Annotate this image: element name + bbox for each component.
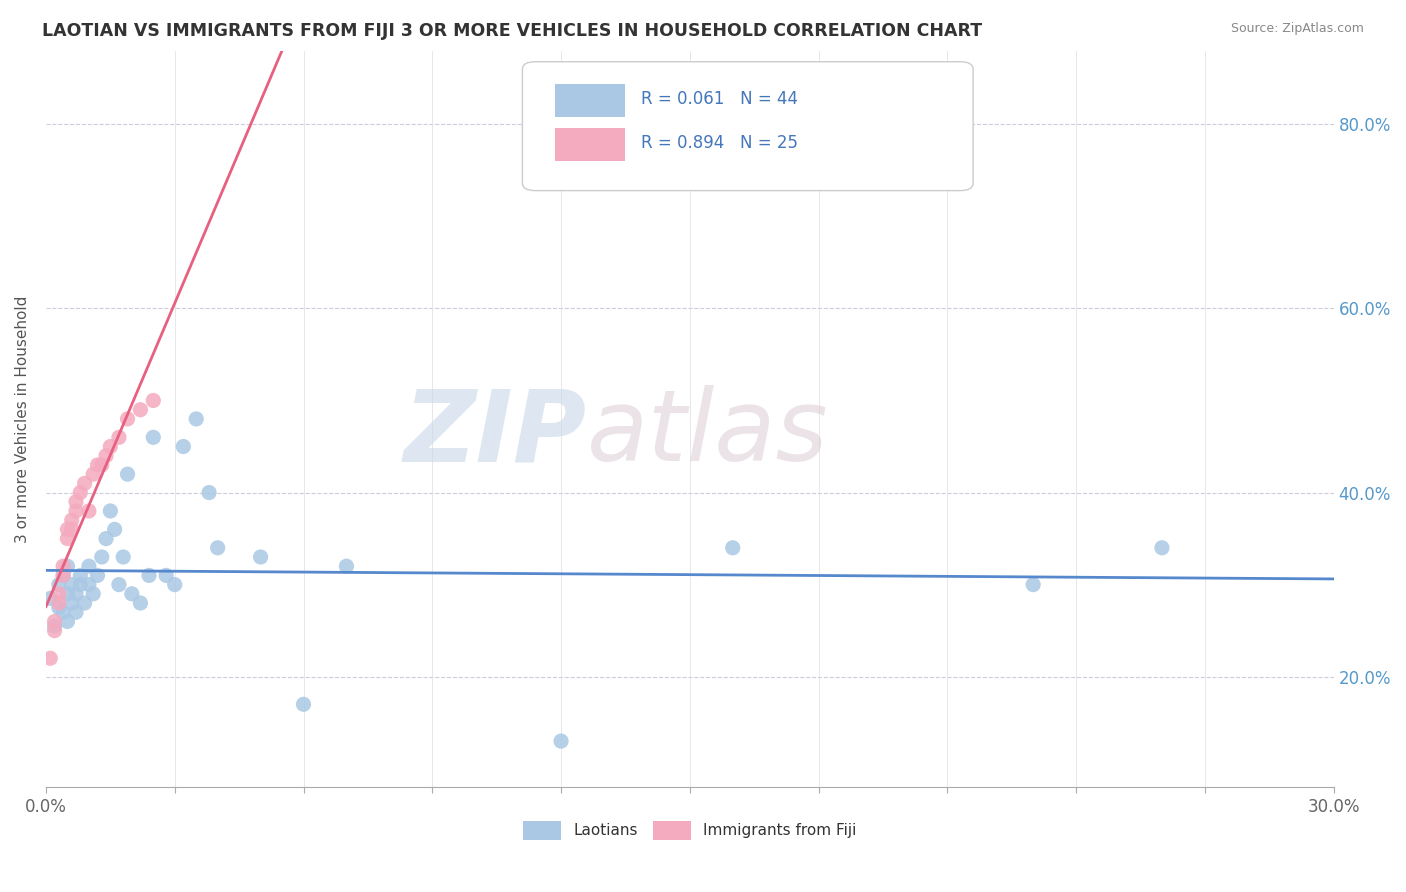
Point <box>98 504 121 518</box>
Point <box>69 485 91 500</box>
Point <box>104 522 127 536</box>
Point <box>69 577 91 591</box>
Point <box>129 596 152 610</box>
Point <box>117 467 139 482</box>
Point <box>90 549 112 564</box>
Point <box>52 559 75 574</box>
Point <box>86 568 108 582</box>
Point <box>56 532 79 546</box>
Point <box>56 522 79 536</box>
Point <box>48 596 70 610</box>
Point <box>121 587 143 601</box>
Point <box>82 587 104 601</box>
Point <box>52 568 75 582</box>
Point <box>48 577 70 591</box>
Point <box>60 513 83 527</box>
Point <box>138 568 160 582</box>
Point <box>207 541 229 555</box>
Point <box>56 559 79 574</box>
Point <box>292 698 315 712</box>
Point <box>163 577 186 591</box>
Point <box>198 485 221 500</box>
Text: LAOTIAN VS IMMIGRANTS FROM FIJI 3 OR MORE VEHICLES IN HOUSEHOLD CORRELATION CHAR: LAOTIAN VS IMMIGRANTS FROM FIJI 3 OR MOR… <box>42 22 983 40</box>
Point <box>155 568 177 582</box>
Point <box>142 430 165 444</box>
Point <box>108 577 131 591</box>
Point <box>44 624 66 638</box>
Point <box>39 591 62 606</box>
Point <box>117 412 139 426</box>
Point <box>60 596 83 610</box>
Point <box>186 412 208 426</box>
FancyBboxPatch shape <box>523 62 973 191</box>
Point <box>52 605 75 619</box>
Point <box>77 559 100 574</box>
Point <box>69 568 91 582</box>
Point <box>82 467 104 482</box>
Point <box>90 458 112 472</box>
Point <box>94 449 117 463</box>
Point <box>77 577 100 591</box>
Point <box>65 504 87 518</box>
Point <box>60 522 83 536</box>
Point <box>249 549 271 564</box>
Point <box>1022 577 1045 591</box>
Point <box>56 587 79 601</box>
Point <box>65 587 87 601</box>
Text: R = 0.061   N = 44: R = 0.061 N = 44 <box>641 89 797 108</box>
Point <box>65 605 87 619</box>
Legend: Laotians, Immigrants from Fiji: Laotians, Immigrants from Fiji <box>516 815 863 846</box>
Point <box>56 615 79 629</box>
Point <box>112 549 135 564</box>
Point <box>77 504 100 518</box>
Point <box>721 541 744 555</box>
Point <box>48 587 70 601</box>
Point <box>98 440 121 454</box>
FancyBboxPatch shape <box>554 128 626 161</box>
Point <box>44 619 66 633</box>
Y-axis label: 3 or more Vehicles in Household: 3 or more Vehicles in Household <box>15 295 30 542</box>
Point <box>73 476 96 491</box>
Point <box>94 532 117 546</box>
Text: ZIP: ZIP <box>404 385 586 483</box>
Point <box>48 600 70 615</box>
Point <box>1150 541 1173 555</box>
Text: R = 0.894   N = 25: R = 0.894 N = 25 <box>641 134 797 152</box>
Point <box>86 458 108 472</box>
Point <box>39 651 62 665</box>
Text: atlas: atlas <box>586 385 828 483</box>
Point <box>550 734 572 748</box>
Point <box>73 596 96 610</box>
Point <box>44 615 66 629</box>
Point <box>108 430 131 444</box>
Point <box>52 568 75 582</box>
Point <box>60 577 83 591</box>
Text: Source: ZipAtlas.com: Source: ZipAtlas.com <box>1230 22 1364 36</box>
Point <box>172 440 194 454</box>
Point <box>142 393 165 408</box>
FancyBboxPatch shape <box>554 84 626 117</box>
Point <box>129 402 152 417</box>
Point <box>335 559 357 574</box>
Point <box>65 495 87 509</box>
